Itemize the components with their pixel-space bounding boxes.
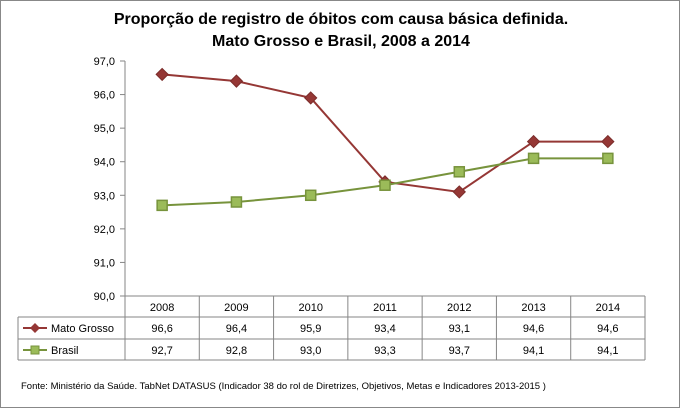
y-tick-label: 93,0 xyxy=(94,190,115,202)
data-point-square xyxy=(527,152,540,165)
legend-label: Mato Grosso xyxy=(51,323,114,335)
y-tick-label: 92,0 xyxy=(94,224,115,236)
table-value: 94,6 xyxy=(597,323,618,335)
y-tick-label: 96,0 xyxy=(94,90,115,102)
table-value: 94,1 xyxy=(597,345,618,357)
x-category-label: 2011 xyxy=(373,302,397,314)
source-note: Fonte: Ministério da Saúde. TabNet DATAS… xyxy=(21,381,546,392)
data-point-square xyxy=(602,152,614,165)
table-value: 95,9 xyxy=(300,323,321,335)
data-point-square xyxy=(304,189,317,202)
table-value: 92,8 xyxy=(226,345,247,357)
y-tick-label: 90,0 xyxy=(94,291,115,303)
chart-title-line1: Proporção de registro de óbitos com caus… xyxy=(113,11,569,28)
x-category-label: 2010 xyxy=(298,302,322,314)
x-category-label: 2008 xyxy=(150,302,174,314)
y-tick-label: 91,0 xyxy=(94,257,115,269)
table-value: 96,6 xyxy=(151,323,172,335)
legend-diamond-marker xyxy=(30,323,40,333)
x-category-label: 2009 xyxy=(224,302,248,314)
table-value: 93,1 xyxy=(449,323,470,335)
data-point-square xyxy=(156,199,168,212)
table-value: 93,4 xyxy=(374,323,395,335)
data-point-diamond xyxy=(304,91,318,105)
y-tick-label: 97,0 xyxy=(94,56,115,68)
x-category-label: 2012 xyxy=(447,302,471,314)
table-value: 93,7 xyxy=(449,345,470,357)
table-value: 92,7 xyxy=(151,345,172,357)
table-value: 93,0 xyxy=(300,345,321,357)
data-point-square xyxy=(453,166,466,178)
chart-title-line2: Mato Grosso e Brasil, 2008 a 2014 xyxy=(212,33,470,50)
data-point-diamond xyxy=(601,134,615,149)
table-value: 93,3 xyxy=(374,345,395,357)
data-point-diamond xyxy=(155,67,169,82)
table-value: 96,4 xyxy=(226,323,247,335)
data-point-diamond xyxy=(229,74,244,88)
data-point-diamond xyxy=(452,185,466,199)
table-value: 94,6 xyxy=(523,323,544,335)
data-point-square xyxy=(230,196,243,208)
x-category-label: 2014 xyxy=(596,302,620,314)
legend-square-marker xyxy=(30,345,40,355)
data-point-diamond xyxy=(526,134,541,149)
series-line-mato-grosso xyxy=(162,73,608,193)
data-point-square xyxy=(379,179,391,191)
legend-label: Brasil xyxy=(51,345,79,357)
y-tick-label: 95,0 xyxy=(94,123,115,135)
table-value: 94,1 xyxy=(523,345,544,357)
x-category-label: 2013 xyxy=(521,302,545,314)
y-tick-label: 94,0 xyxy=(94,157,115,169)
